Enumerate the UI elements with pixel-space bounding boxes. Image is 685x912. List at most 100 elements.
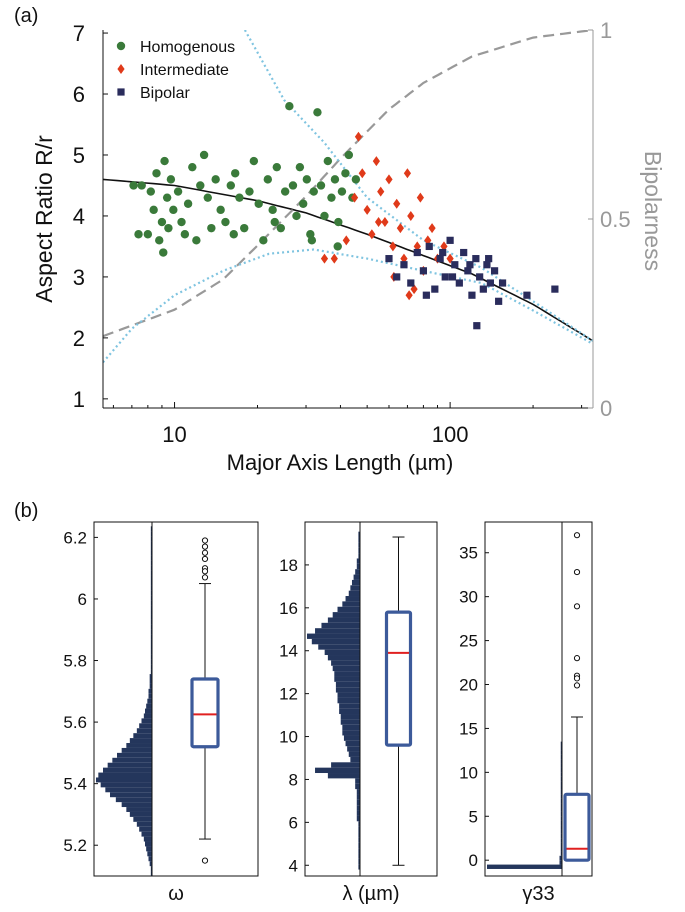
histogram-bar [112,757,152,763]
y-tick-label: 2 [73,326,85,351]
histogram-bar [150,639,152,645]
histogram-bar [348,751,360,757]
x-axis-label: Major Axis Length (µm) [227,450,454,475]
y-tick-label: 5.4 [63,775,87,794]
homogenous-point [134,230,143,239]
histogram-bar [315,767,360,774]
histogram-bar [129,811,152,817]
histogram-bar [150,619,152,625]
box-panel-gamma: 0 5 10 15 20 25 30 35 γ33 [459,521,593,905]
bipolar-point [479,285,487,293]
histogram-bar [149,674,152,679]
outlier-point [201,549,209,556]
homogenous-point [334,217,343,227]
panel-frame [304,521,438,877]
histogram-bar [339,708,360,715]
histogram-bar [560,816,562,821]
histogram-bar [334,671,360,677]
homogenous-point [320,211,329,221]
histogram-bar [141,718,152,724]
homogenous-point [263,175,273,184]
y-tick-label: 12 [279,685,298,704]
histogram-bar [331,762,360,768]
histogram-bar [356,799,360,806]
bipolar-point [490,267,499,275]
histogram-bar [342,724,360,731]
homogenous-point [327,193,336,202]
histogram-bar [560,789,562,795]
histogram-bar [324,649,360,656]
histogram-bar [129,738,152,744]
histogram-bar [96,777,152,783]
y-tick-label: 6 [289,813,298,832]
bipolar-point [523,291,531,299]
intermediate-point [381,217,389,228]
histogram-bar [337,697,360,704]
bipolar-point [483,261,491,269]
homogenous-point [341,169,350,178]
y-axis-label: Aspect Ratio R/r [31,135,57,303]
histogram-bar [147,851,152,857]
histogram-bar [150,550,152,556]
panel-frame [484,521,593,877]
histogram-bar [126,743,152,748]
y2-tick-label: 1 [600,18,612,43]
histogram-bar [150,605,152,611]
outlier-point [201,568,209,575]
histogram-bar [560,750,562,755]
bipolar-point [468,291,476,299]
histogram-bar [351,579,360,586]
histogram-bar [150,629,152,635]
intermediate-point [407,210,415,221]
histogram-bar [560,838,562,843]
y-tick-label: 14 [279,642,298,661]
legend-marker-intermediate [117,64,125,74]
x-axis-label: γ33 [522,883,554,905]
histogram-bar [150,531,152,537]
homogenous-point [316,181,326,190]
histogram-bar [150,526,152,532]
histogram-bar [355,783,360,790]
homogenous-point [254,199,263,208]
histogram-bar [311,638,360,645]
bipolar-point [495,297,503,305]
outlier-point [573,568,581,576]
fit-line [103,178,593,342]
y-tick-label: 35 [459,544,478,563]
y-tick-label: 6 [78,590,87,609]
histogram-bar [150,585,152,591]
histogram-bar [150,590,152,596]
histogram-bar [335,681,360,688]
bipolar-point [498,279,507,287]
y-tick-label: 25 [459,632,478,651]
histogram-bar [136,728,152,734]
intermediate-point [385,174,393,185]
y-tick-label: 6 [73,82,85,107]
homogenous-point [196,181,205,190]
histogram-bar [335,687,360,693]
intermediate-point [320,253,329,264]
homogenous-point [307,236,317,245]
bipolar-point [486,279,494,287]
scatter-chart: 1 2 3 4 5 6 7 0 0.5 1 10 100 Major Axis Length (µm) A… [31,18,666,475]
homogenous-point [188,162,197,172]
bipolar-point [413,248,421,257]
box-iqr [190,677,220,749]
intermediate-point [372,156,380,167]
histogram-bar [150,659,152,665]
histogram-bar [331,660,360,666]
histogram-bar [560,825,562,830]
homogenous-point [137,181,146,190]
histogram-bar [560,754,562,760]
histogram-bar [337,606,360,613]
intermediate-point [354,131,363,142]
homogenous-point [166,175,176,184]
histogram-bar [321,622,360,629]
histogram-bar [133,733,152,739]
histogram-bar [560,794,562,799]
histogram-bar [350,756,360,763]
histogram-bar [358,853,360,859]
histogram-bar [358,826,360,833]
bipolar-point [446,236,454,244]
homogenous-point [288,181,298,190]
